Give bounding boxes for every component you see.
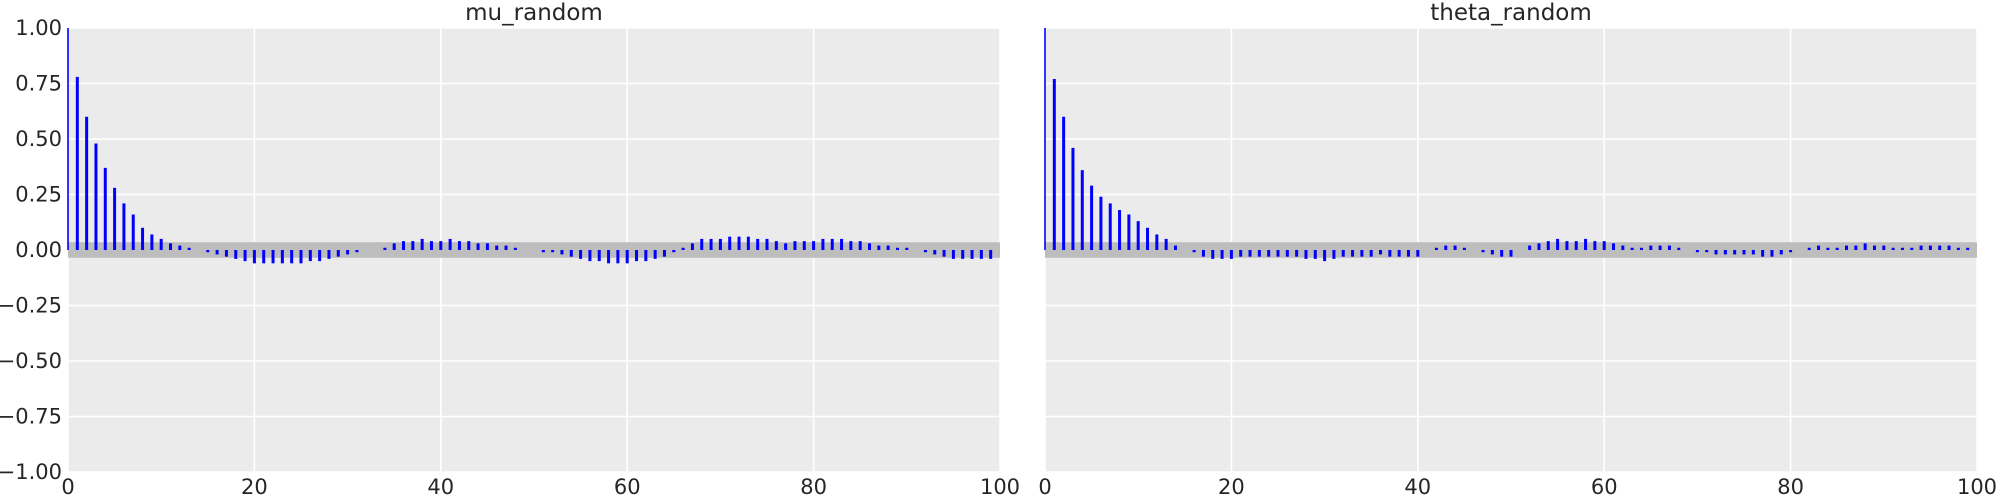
x-tick-label: 40 bbox=[427, 475, 454, 499]
chart-title: mu_random bbox=[465, 0, 603, 26]
y-tick-label: −1.00 bbox=[0, 460, 62, 484]
y-tick-label: 1.00 bbox=[15, 16, 62, 40]
x-tick-label: 80 bbox=[1777, 475, 1804, 499]
x-tick-label: 60 bbox=[614, 475, 641, 499]
x-tick-label: 20 bbox=[1218, 475, 1245, 499]
chart-title: theta_random bbox=[1430, 0, 1592, 26]
x-tick-label: 100 bbox=[1957, 475, 1997, 499]
acf-panel-1: mu_random 1.00 0.75 0.50 0.25 0.00 −0.25 −0.50 −… bbox=[0, 0, 1020, 499]
y-tick-label: 0.25 bbox=[15, 183, 62, 207]
y-tick-label: −0.25 bbox=[0, 294, 62, 318]
x-tick-label: 40 bbox=[1404, 475, 1431, 499]
y-tick-label: −0.50 bbox=[0, 349, 62, 373]
x-tick-label: 100 bbox=[980, 475, 1020, 499]
y-tick-label: 0.00 bbox=[15, 238, 62, 262]
y-tick-label: −0.75 bbox=[0, 405, 62, 429]
x-tick-label: 0 bbox=[1038, 475, 1051, 499]
y-tick-label: 0.75 bbox=[15, 72, 62, 96]
x-tick-label: 20 bbox=[241, 475, 268, 499]
acf-panel-2: theta_random 0 20 40 60 80 100 bbox=[1038, 0, 1997, 499]
y-tick-label: 0.50 bbox=[15, 127, 62, 151]
x-tick-label: 60 bbox=[1591, 475, 1618, 499]
x-tick-label: 80 bbox=[800, 475, 827, 499]
x-tick-label: 0 bbox=[61, 475, 74, 499]
